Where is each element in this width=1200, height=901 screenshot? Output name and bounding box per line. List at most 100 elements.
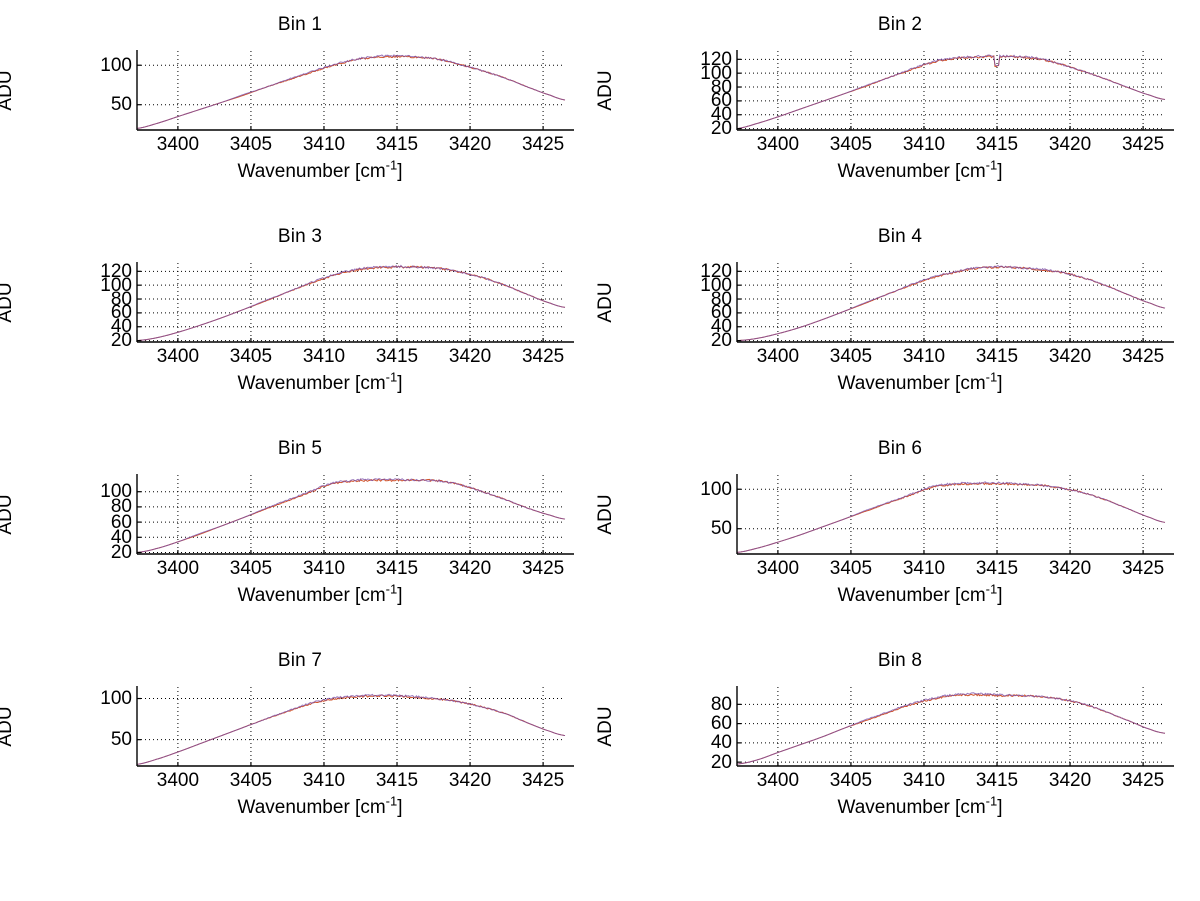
plot-area xyxy=(136,262,574,343)
panel-title: Bin 1 xyxy=(277,14,323,35)
x-tick-label: 3410 xyxy=(302,770,346,791)
x-tick-label: 3405 xyxy=(229,346,273,367)
y-tick-label: 20 xyxy=(710,751,732,773)
data-trace xyxy=(136,265,566,342)
x-tick-label: 3400 xyxy=(756,770,800,791)
x-axis-label-exponent: -1 xyxy=(985,793,998,809)
data-trace xyxy=(736,265,1166,342)
y-tick-label: 80 xyxy=(110,496,132,518)
data-trace xyxy=(736,482,1166,553)
plot-axes xyxy=(136,262,574,343)
data-trace xyxy=(736,54,1166,130)
y-tick-labels: 20 40 60 80 100 xyxy=(0,475,132,562)
panel-title: Bin 5 xyxy=(277,438,323,459)
y-tick-label: 100 xyxy=(100,481,132,503)
x-tick-label: 3415 xyxy=(975,346,1019,367)
data-trace xyxy=(136,54,566,129)
x-axis-label-bracket: ] xyxy=(997,585,1003,606)
x-tick-label: 3400 xyxy=(756,558,800,579)
x-tick-label: 3415 xyxy=(975,134,1019,155)
plot-axes xyxy=(736,686,1174,767)
x-axis-label: Wavenumber [cm-1] xyxy=(60,371,580,396)
y-tick-label: 20 xyxy=(710,118,732,140)
plot-area xyxy=(736,50,1174,131)
x-axis-label-exponent: -1 xyxy=(985,369,998,385)
x-tick-label: 3400 xyxy=(756,346,800,367)
data-trace xyxy=(136,478,566,553)
x-tick-label: 3410 xyxy=(902,346,946,367)
plot-axes xyxy=(136,686,574,767)
x-tick-label: 3425 xyxy=(521,134,565,155)
x-tick-label: 3420 xyxy=(1048,346,1092,367)
x-tick-label: 3410 xyxy=(302,558,346,579)
x-axis-label-exponent: -1 xyxy=(385,793,398,809)
x-tick-label: 3400 xyxy=(756,134,800,155)
x-tick-label: 3410 xyxy=(302,346,346,367)
data-trace xyxy=(736,692,1166,765)
x-axis-label: Wavenumber [cm-1] xyxy=(60,793,580,820)
x-tick-labels: 3400 3405 3410 3415 3420 3425 xyxy=(737,558,1165,582)
x-axis-label-exponent: -1 xyxy=(385,581,398,597)
plot-axes xyxy=(736,262,1174,343)
x-axis-label-text: Wavenumber [cm xyxy=(237,797,386,818)
x-axis-label-bracket: ] xyxy=(397,585,403,606)
x-tick-label: 3425 xyxy=(1121,770,1165,791)
x-tick-label: 3425 xyxy=(521,346,565,367)
x-tick-label: 3425 xyxy=(1121,558,1165,579)
y-tick-label: 60 xyxy=(110,302,132,324)
panel-title: Bin 6 xyxy=(877,438,923,459)
y-tick-label: 60 xyxy=(710,302,732,324)
x-tick-labels: 3400 3405 3410 3415 3420 3425 xyxy=(137,770,565,794)
x-tick-label: 3420 xyxy=(448,346,492,367)
y-tick-label: 40 xyxy=(710,732,732,754)
x-tick-label: 3415 xyxy=(375,558,419,579)
panel-title: Bin 2 xyxy=(877,14,923,35)
x-tick-label: 3400 xyxy=(156,134,200,155)
plot-axes xyxy=(736,50,1174,131)
x-axis-label: Wavenumber [cm-1] xyxy=(660,369,1180,396)
subplot-panel: Bin 4 ADU 20 40 60 80 100 120 3400 3405 3410 3415 34… xyxy=(595,220,1200,432)
x-axis-label: Wavenumber [cm-1] xyxy=(660,157,1180,184)
x-tick-label: 3420 xyxy=(1048,770,1092,791)
x-tick-label: 3415 xyxy=(975,558,1019,579)
subplot-panel: Bin 6 ADU 50 100 3400 3405 3410 3415 3420 3425 Wav… xyxy=(595,432,1200,644)
y-tick-label: 40 xyxy=(710,316,732,338)
x-tick-label: 3405 xyxy=(229,770,273,791)
x-axis-label-bracket: ] xyxy=(997,373,1003,394)
x-tick-label: 3415 xyxy=(375,134,419,155)
x-tick-label: 3420 xyxy=(1048,558,1092,579)
y-tick-label: 100 xyxy=(700,62,732,84)
x-axis-label-bracket: ] xyxy=(397,797,403,818)
x-tick-label: 3410 xyxy=(902,770,946,791)
x-axis-label-bracket: ] xyxy=(997,161,1003,182)
y-tick-label: 50 xyxy=(110,729,132,751)
x-tick-label: 3420 xyxy=(448,134,492,155)
x-axis-label-text: Wavenumber [cm xyxy=(837,161,986,182)
x-tick-labels: 3400 3405 3410 3415 3420 3425 xyxy=(737,134,1165,158)
plot-area xyxy=(136,686,574,767)
data-trace xyxy=(136,693,566,765)
x-tick-label: 3405 xyxy=(229,558,273,579)
data-trace xyxy=(736,265,1166,342)
y-tick-labels: 50 100 xyxy=(0,51,132,130)
y-tick-label: 80 xyxy=(710,288,732,310)
y-tick-labels: 20 40 60 80 100 120 xyxy=(600,262,732,350)
x-axis-label: Wavenumber [cm-1] xyxy=(660,793,1180,820)
y-tick-label: 60 xyxy=(110,511,132,533)
x-tick-labels: 3400 3405 3410 3415 3420 3425 xyxy=(137,558,565,582)
x-axis-label-exponent: -1 xyxy=(985,581,998,597)
y-tick-label: 100 xyxy=(100,274,132,296)
x-tick-label: 3425 xyxy=(1121,346,1165,367)
x-tick-label: 3410 xyxy=(302,134,346,155)
x-tick-labels: 3400 3405 3410 3415 3420 3425 xyxy=(137,134,565,158)
x-tick-label: 3420 xyxy=(1048,134,1092,155)
y-tick-label: 40 xyxy=(110,526,132,548)
data-trace xyxy=(736,481,1166,553)
x-axis-label: Wavenumber [cm-1] xyxy=(660,581,1180,608)
x-tick-label: 3405 xyxy=(829,558,873,579)
x-axis-label-text: Wavenumber [cm xyxy=(837,797,986,818)
panel-title: Bin 7 xyxy=(277,650,323,671)
y-tick-label: 60 xyxy=(710,90,732,112)
x-axis-label-bracket: ] xyxy=(397,373,403,394)
x-axis-label-exponent: -1 xyxy=(985,157,998,173)
